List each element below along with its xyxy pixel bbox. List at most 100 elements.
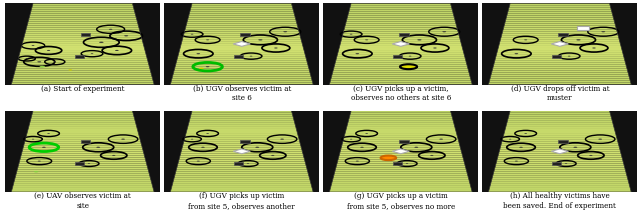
Polygon shape [506, 20, 614, 21]
Ellipse shape [524, 133, 527, 134]
Polygon shape [180, 153, 303, 155]
Polygon shape [173, 180, 310, 182]
Polygon shape [189, 121, 294, 123]
Polygon shape [505, 129, 615, 131]
Polygon shape [492, 70, 628, 72]
Polygon shape [496, 54, 623, 56]
Polygon shape [337, 54, 465, 56]
Polygon shape [180, 151, 303, 153]
Polygon shape [179, 50, 305, 52]
Polygon shape [335, 60, 466, 62]
Ellipse shape [524, 39, 527, 40]
Ellipse shape [350, 34, 353, 35]
Polygon shape [233, 149, 250, 154]
Polygon shape [14, 180, 152, 182]
Polygon shape [177, 58, 307, 60]
Polygon shape [28, 21, 138, 24]
Polygon shape [19, 161, 147, 164]
Polygon shape [499, 149, 620, 151]
Polygon shape [180, 46, 303, 48]
Polygon shape [188, 127, 296, 129]
Polygon shape [502, 30, 617, 32]
Polygon shape [333, 178, 469, 180]
Ellipse shape [37, 61, 41, 62]
Polygon shape [333, 70, 469, 72]
Polygon shape [19, 52, 146, 54]
Ellipse shape [54, 61, 56, 62]
Polygon shape [337, 56, 465, 58]
Polygon shape [337, 52, 464, 54]
Polygon shape [191, 3, 292, 5]
Text: (c) UGV picks up a victim,
observes no others at site 6: (c) UGV picks up a victim, observes no o… [351, 85, 451, 102]
Polygon shape [25, 32, 141, 34]
Polygon shape [26, 26, 139, 28]
Ellipse shape [206, 66, 209, 67]
Ellipse shape [414, 147, 419, 148]
Polygon shape [498, 155, 622, 158]
Polygon shape [493, 174, 627, 176]
Ellipse shape [406, 163, 408, 164]
Polygon shape [509, 3, 610, 5]
Polygon shape [186, 131, 298, 133]
Polygon shape [17, 60, 148, 62]
Polygon shape [332, 74, 470, 76]
Polygon shape [492, 178, 628, 180]
Polygon shape [181, 42, 302, 44]
Polygon shape [349, 9, 452, 11]
Polygon shape [348, 121, 454, 123]
Polygon shape [182, 147, 301, 149]
Polygon shape [350, 5, 452, 7]
Polygon shape [173, 72, 310, 74]
Polygon shape [13, 182, 152, 184]
Polygon shape [495, 164, 624, 166]
Text: (d) UGV drops off victim at
muster: (d) UGV drops off victim at muster [511, 85, 609, 102]
Polygon shape [340, 42, 461, 44]
Polygon shape [28, 129, 138, 131]
Ellipse shape [206, 39, 209, 40]
Polygon shape [343, 139, 459, 141]
Polygon shape [345, 131, 456, 133]
Polygon shape [176, 62, 308, 64]
Polygon shape [189, 119, 294, 121]
Polygon shape [26, 133, 139, 135]
Polygon shape [393, 55, 403, 58]
Polygon shape [342, 36, 460, 38]
Polygon shape [22, 42, 143, 44]
Polygon shape [508, 119, 612, 121]
Ellipse shape [42, 147, 46, 148]
Polygon shape [340, 149, 461, 151]
Ellipse shape [592, 48, 596, 49]
Polygon shape [177, 164, 306, 166]
Polygon shape [340, 151, 462, 153]
Polygon shape [173, 178, 310, 180]
Polygon shape [337, 161, 465, 164]
Polygon shape [495, 58, 625, 60]
Polygon shape [190, 9, 294, 11]
Polygon shape [240, 140, 250, 143]
Polygon shape [341, 147, 461, 149]
Polygon shape [552, 162, 561, 165]
Polygon shape [495, 166, 625, 168]
Polygon shape [346, 20, 455, 21]
Polygon shape [240, 33, 250, 36]
Polygon shape [330, 186, 471, 188]
Polygon shape [495, 168, 625, 170]
Polygon shape [179, 52, 305, 54]
Polygon shape [32, 113, 134, 115]
Polygon shape [24, 143, 141, 145]
Polygon shape [20, 48, 145, 50]
Text: (g) UGV picks up a victim
from site 5, observes no more: (g) UGV picks up a victim from site 5, o… [347, 192, 455, 210]
Polygon shape [493, 64, 627, 66]
Polygon shape [349, 115, 452, 117]
Polygon shape [172, 79, 312, 81]
Polygon shape [31, 7, 134, 9]
Polygon shape [81, 140, 90, 143]
Ellipse shape [519, 147, 523, 148]
Polygon shape [176, 170, 308, 172]
Polygon shape [75, 162, 84, 165]
Polygon shape [392, 41, 410, 46]
Polygon shape [497, 50, 623, 52]
Ellipse shape [40, 66, 45, 67]
Ellipse shape [284, 31, 287, 32]
Polygon shape [506, 127, 614, 129]
